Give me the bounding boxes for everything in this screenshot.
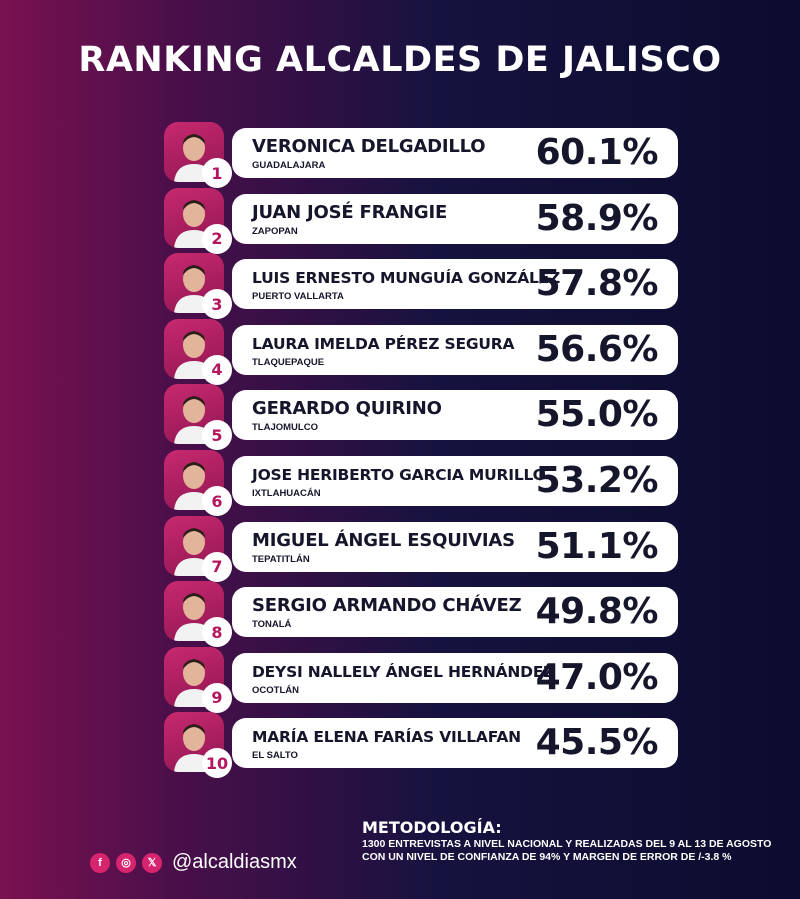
- approval-percentage: 53.2%: [535, 460, 659, 501]
- ranking-card: JOSE HERIBERTO GARCIA MURILLO IXTLAHUACÁN…: [232, 456, 678, 506]
- approval-percentage: 45.5%: [535, 722, 659, 764]
- municipality-label: EL SALTO: [252, 750, 298, 762]
- approval-percentage: 47.0%: [535, 656, 659, 698]
- mayor-name: MARÍA ELENA FARÍAS VILLAFAN: [252, 728, 521, 747]
- mayor-name: LAURA IMELDA PÉREZ SEGURA: [252, 334, 515, 353]
- ranking-card: GERARDO QUIRINO TLAJOMULCO 55.0%: [232, 390, 678, 441]
- approval-percentage: 60.1%: [535, 132, 659, 173]
- methodology-title: METODOLOGÍA:: [362, 818, 502, 837]
- ranking-row: 8 SERGIO ARMANDO CHÁVEZ TONALÁ 49.8%: [164, 581, 684, 648]
- rank-number-badge: 10: [202, 748, 232, 779]
- instagram-icon[interactable]: ◎: [116, 852, 136, 873]
- x-icon[interactable]: 𝕏: [142, 852, 162, 873]
- mayor-name: SERGIO ARMANDO CHÁVEZ: [252, 595, 522, 617]
- ranking-card: SERGIO ARMANDO CHÁVEZ TONALÁ 49.8%: [232, 587, 678, 638]
- municipality-label: TONALÁ: [252, 619, 292, 631]
- approval-percentage: 51.1%: [535, 525, 659, 567]
- ranking-card: MARÍA ELENA FARÍAS VILLAFAN EL SALTO 45.5%: [232, 718, 678, 769]
- ranking-row: 2 JUAN JOSÉ FRANGIE ZAPOPAN 58.9%: [164, 187, 684, 254]
- rank-number-badge: 7: [202, 551, 232, 582]
- rank-number-badge: 1: [202, 158, 232, 188]
- ranking-row: 4 LAURA IMELDA PÉREZ SEGURA TLAQUEPAQUE 56.…: [164, 318, 684, 385]
- ranking-card: LAURA IMELDA PÉREZ SEGURA TLAQUEPAQUE 56.6…: [232, 324, 678, 375]
- municipality-label: TLAJOMULCO: [252, 422, 318, 434]
- ranking-card: VERONICA DELGADILLO GUADALAJARA 60.1%: [232, 128, 678, 178]
- approval-percentage: 56.6%: [535, 328, 659, 370]
- municipality-label: OCOTLÁN: [252, 684, 299, 696]
- rank-number-badge: 4: [202, 354, 232, 385]
- ranking-card: LUIS ERNESTO MUNGUÍA GONZÁLEZ PUERTO VALL…: [232, 259, 678, 310]
- ranking-card: DEYSI NALLELY ÁNGEL HERNÁNDEZ OCOTLÁN 47.0…: [232, 652, 678, 703]
- social-handle[interactable]: @alcaldiasmx: [172, 851, 297, 873]
- municipality-label: TLAQUEPAQUE: [252, 356, 325, 368]
- ranking-card: JUAN JOSÉ FRANGIE ZAPOPAN 58.9%: [232, 193, 678, 244]
- municipality-label: GUADALAJARA: [252, 160, 326, 171]
- rank-number-badge: 3: [202, 289, 232, 320]
- ranking-row: 1 VERONICA DELGADILLO GUADALAJARA 60.1%: [164, 122, 684, 188]
- mayor-name: JOSE HERIBERTO GARCIA MURILLO: [252, 466, 546, 484]
- approval-percentage: 55.0%: [535, 394, 659, 436]
- rank-number-badge: 8: [202, 617, 232, 648]
- facebook-icon[interactable]: f: [90, 852, 110, 873]
- mayor-name: GERARDO QUIRINO: [252, 398, 442, 420]
- mayor-photo: [164, 122, 224, 182]
- municipality-label: TEPATITLÁN: [252, 553, 310, 565]
- ranking-row: 6 JOSE HERIBERTO GARCIA MURILLO IXTLAHUACÁ…: [164, 450, 684, 516]
- ranking-row: 7 MIGUEL ÁNGEL ESQUIVIAS TEPATITLÁN 51.1%: [164, 515, 684, 582]
- municipality-label: ZAPOPAN: [252, 225, 298, 237]
- mayor-photo: [164, 384, 224, 445]
- rank-number-badge: 6: [202, 486, 232, 516]
- page-title: RANKING ALCALDES DE JALISCO: [78, 40, 722, 80]
- approval-percentage: 58.9%: [535, 197, 659, 239]
- mayor-name: MIGUEL ÁNGEL ESQUIVIAS: [252, 529, 515, 551]
- mayor-name: VERONICA DELGADILLO: [252, 136, 486, 157]
- ranking-card: MIGUEL ÁNGEL ESQUIVIAS TEPATITLÁN 51.1%: [232, 521, 678, 572]
- ranking-row: 5 GERARDO QUIRINO TLAJOMULCO 55.0%: [164, 384, 684, 451]
- social-links: f ◎ 𝕏 @alcaldiasmx: [90, 851, 297, 874]
- approval-percentage: 49.8%: [535, 591, 659, 633]
- mayor-name: DEYSI NALLELY ÁNGEL HERNÁNDEZ: [252, 662, 555, 681]
- ranking-row: 10 MARÍA ELENA FARÍAS VILLAFAN EL SALTO 45.…: [164, 712, 684, 779]
- municipality-label: PUERTO VALLARTA: [252, 291, 344, 303]
- mayor-photo: [164, 581, 224, 642]
- approval-percentage: 57.8%: [535, 263, 659, 305]
- rank-number-badge: 2: [202, 223, 232, 254]
- ranking-row: 3 LUIS ERNESTO MUNGUÍA GONZÁLEZ PUERTO VAL…: [164, 253, 684, 320]
- rank-number-badge: 9: [202, 682, 232, 713]
- mayor-name: JUAN JOSÉ FRANGIE: [252, 201, 448, 223]
- methodology-text: 1300 ENTREVISTAS A NIVEL NACIONAL Y REAL…: [362, 838, 772, 863]
- municipality-label: IXTLAHUACÁN: [252, 488, 321, 499]
- mayor-name: LUIS ERNESTO MUNGUÍA GONZÁLEZ: [252, 269, 561, 288]
- rank-number-badge: 5: [202, 420, 232, 451]
- ranking-row: 9 DEYSI NALLELY ÁNGEL HERNÁNDEZ OCOTLÁN 47.…: [164, 646, 684, 713]
